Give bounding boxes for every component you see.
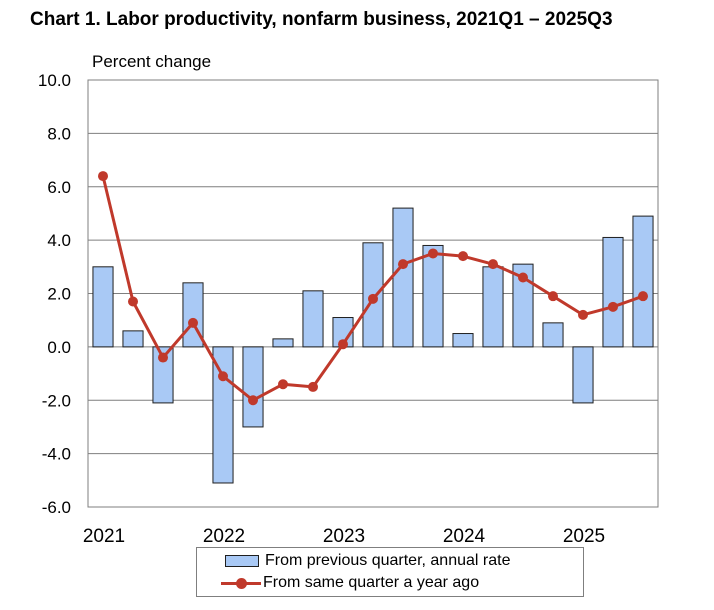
point-2022Q4 [308, 381, 318, 392]
point-2023Q1 [338, 339, 348, 350]
bar-2022Q4 [302, 290, 324, 348]
point-2024Q2 [488, 259, 498, 270]
x-tick-label-2023: 2023 [323, 526, 365, 547]
point-2024Q3 [518, 272, 528, 283]
point-2023Q3 [398, 259, 408, 270]
point-2025Q2 [608, 301, 618, 312]
bar-2023Q4 [422, 244, 444, 348]
point-2022Q1 [218, 371, 228, 382]
legend-item-line: From same quarter a year ago [197, 572, 479, 594]
bar-2025Q2 [602, 236, 624, 348]
point-2022Q3 [278, 379, 288, 390]
point-2021Q4 [188, 317, 198, 328]
point-2023Q2 [368, 293, 378, 304]
bar-2025Q3 [632, 215, 654, 348]
y-tick-label: -6.0 [42, 498, 71, 517]
plot-area-frame [87, 79, 659, 508]
bar-2025Q1 [572, 346, 594, 404]
bar-2024Q4 [542, 322, 564, 348]
y-tick-label: 8.0 [47, 124, 71, 143]
point-2021Q1 [98, 171, 108, 182]
x-tick-label-2025: 2025 [563, 526, 605, 547]
point-2025Q3 [638, 291, 648, 302]
x-tick-labels: 2021 2022 2023 2024 2025 [83, 526, 605, 547]
line-series [98, 171, 648, 406]
bar-2021Q1 [92, 266, 114, 348]
bar-series [92, 207, 654, 484]
legend-line-label: From same quarter a year ago [263, 574, 480, 591]
bar-2023Q3 [392, 207, 414, 348]
x-tick-label-2024: 2024 [443, 526, 486, 547]
point-2024Q4 [548, 291, 558, 302]
point-2025Q1 [578, 309, 588, 320]
x-tick-label-2022: 2022 [203, 526, 245, 547]
y-tick-labels: -6.0 -4.0 -2.0 0.0 2.0 4.0 6.0 8.0 10.0 [38, 71, 71, 517]
point-2024Q1 [458, 251, 468, 262]
point-2023Q4 [428, 248, 438, 259]
y-tick-label: 4.0 [47, 231, 71, 250]
legend: From previous quarter, annual rate From … [196, 547, 584, 597]
y-tick-label: 0.0 [47, 338, 71, 357]
bar-2024Q3 [512, 263, 534, 348]
y-tick-label: -4.0 [42, 445, 71, 464]
point-2021Q3 [158, 352, 168, 363]
bar-2022Q3 [272, 338, 294, 348]
bar-2021Q2 [122, 330, 144, 348]
y-tick-label: 2.0 [47, 285, 71, 304]
legend-line-swatch [221, 576, 261, 590]
y-axis-label: Percent change [92, 52, 212, 71]
point-2022Q2 [248, 395, 258, 406]
bar-2022Q1 [212, 346, 234, 484]
bar-2021Q3 [152, 346, 174, 404]
x-tick-label-2021: 2021 [83, 526, 125, 547]
y-tick-label: 10.0 [38, 71, 71, 90]
y-tick-label: -2.0 [42, 391, 71, 410]
y-tick-label: 6.0 [47, 178, 71, 197]
legend-bar-label: From previous quarter, annual rate [265, 552, 511, 569]
bar-2022Q2 [242, 346, 264, 428]
legend-item-bar: From previous quarter, annual rate [197, 550, 510, 572]
bar-2024Q2 [482, 266, 504, 348]
bar-2024Q1 [452, 333, 474, 348]
point-2021Q2 [128, 296, 138, 307]
chart-title: Chart 1. Labor productivity, nonfarm bus… [30, 9, 613, 30]
legend-bar-swatch [225, 555, 259, 567]
